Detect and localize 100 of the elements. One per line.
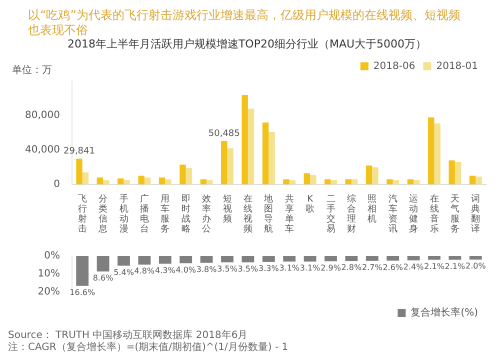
bar: [407, 256, 420, 260]
legend-label: 复合增长率(%): [410, 306, 478, 319]
y-tick-label: 80,000: [25, 110, 60, 122]
y-axis-title: 单位：万: [12, 64, 52, 76]
data-label: 2.6%: [382, 262, 404, 272]
data-label: 2.8%: [341, 263, 362, 272]
bar: [82, 172, 89, 184]
bar: [180, 256, 192, 264]
bar: [289, 180, 296, 184]
bar: [200, 256, 213, 263]
bar: [366, 256, 378, 261]
bar: [345, 256, 358, 262]
bar: [448, 160, 455, 184]
bar: [158, 256, 172, 264]
bar: [366, 165, 372, 184]
data-label: 3.5%: [217, 264, 238, 274]
bar: [469, 256, 482, 260]
y-tick-label: 20%: [38, 286, 60, 298]
x-tick-label: 飞行射击: [78, 194, 87, 234]
bar: [351, 179, 358, 184]
text: 注：CAGR（复合增长率）=(期末值/期初值)^(1/月份数量) - 1: [8, 342, 290, 354]
bar: [434, 123, 440, 184]
data-label: 3.8%: [196, 264, 218, 274]
x-tick-label: 词典翻译: [471, 194, 480, 234]
data-label: 4.8%: [134, 266, 156, 276]
x-tick-label: 地图导航: [263, 194, 274, 234]
bar: [304, 256, 316, 262]
x-tick-label: 即时战略: [181, 194, 190, 234]
bar: [448, 256, 462, 260]
data-label: 2.0%: [465, 262, 486, 271]
data-label: 2.1%: [424, 262, 445, 271]
x-tick-label: 天气服务: [450, 194, 460, 234]
data-label: 2.7%: [362, 262, 383, 272]
bar: [283, 256, 296, 262]
bar: [476, 176, 482, 184]
bar: [414, 180, 420, 184]
bar: [262, 122, 269, 184]
data-label: 8.6%: [92, 274, 114, 283]
y-tick-label: 10%: [38, 268, 60, 280]
y-tick-label: 0%: [44, 250, 60, 262]
bar: [103, 180, 110, 184]
bar: [144, 178, 151, 184]
bar: [76, 158, 82, 184]
bar: [386, 179, 393, 184]
data-label: 2.1%: [444, 262, 466, 271]
data-label: 3.5%: [238, 264, 259, 274]
bar: [392, 180, 400, 184]
bar: [221, 256, 234, 262]
x-tick-label: 效率办公: [202, 194, 212, 234]
data-label: 16.6%: [70, 288, 96, 297]
chart-title: 以“吃鸡”为代表的飞行射击游戏行业增速最高，亿级用户规模的在线视频、短视频也表现不俗: [27, 8, 462, 38]
x-tick-label: 短视频: [222, 194, 232, 224]
data-label: 3.1%: [279, 264, 300, 273]
data-label: 5.4%: [114, 268, 134, 277]
bar: [138, 256, 151, 265]
data-label: 4.0%: [176, 265, 196, 274]
x-tick-label: 汽车资讯: [388, 194, 398, 234]
bar: [372, 167, 378, 184]
bar: [345, 179, 352, 184]
bar: [428, 256, 440, 260]
bar: [242, 94, 248, 184]
data-label: 29,841: [63, 146, 95, 157]
x-tick-label: 手机动漫: [119, 194, 128, 234]
bar: [227, 148, 234, 184]
bar: [206, 180, 213, 184]
data-label: 4.3%: [154, 266, 176, 275]
x-tick-label: 广播电台: [140, 194, 149, 234]
bar: [310, 174, 316, 184]
bar: [158, 178, 166, 184]
x-tick-label: 共享单车: [284, 194, 294, 234]
source-note: Source： TRUTH 中国移动互联网数据库 2018年6月: [8, 330, 249, 342]
data-label: 3.1%: [300, 264, 321, 273]
bar: [118, 178, 124, 184]
data-label: 3.3%: [258, 264, 280, 274]
bar: [324, 256, 337, 262]
bar: [262, 256, 275, 262]
bar: [469, 176, 476, 184]
bar: [200, 179, 207, 184]
bar: [386, 256, 400, 261]
bar: [138, 176, 144, 184]
x-tick-label: 用车服务: [160, 194, 170, 234]
x-tick-label: K歌: [306, 194, 315, 215]
bar: [428, 117, 434, 184]
bar: [283, 179, 290, 184]
bar: [248, 108, 254, 184]
bar: [76, 256, 89, 286]
x-tick-label: 综合理财: [346, 194, 356, 234]
bar: [186, 168, 192, 184]
x-tick-label: 二手交易: [326, 194, 336, 234]
x-tick-label: 照相机: [368, 194, 377, 224]
data-label: 2.9%: [320, 263, 342, 272]
bar: [330, 180, 337, 184]
data-label: 50,485: [208, 128, 240, 139]
bar: [407, 179, 414, 184]
legend-label: 2018-01: [436, 60, 478, 72]
y-tick-label: 0: [54, 178, 60, 190]
bar: [268, 132, 275, 184]
x-tick-label: 在线音乐: [430, 194, 439, 234]
bar: [165, 179, 172, 184]
bar: [242, 256, 254, 262]
